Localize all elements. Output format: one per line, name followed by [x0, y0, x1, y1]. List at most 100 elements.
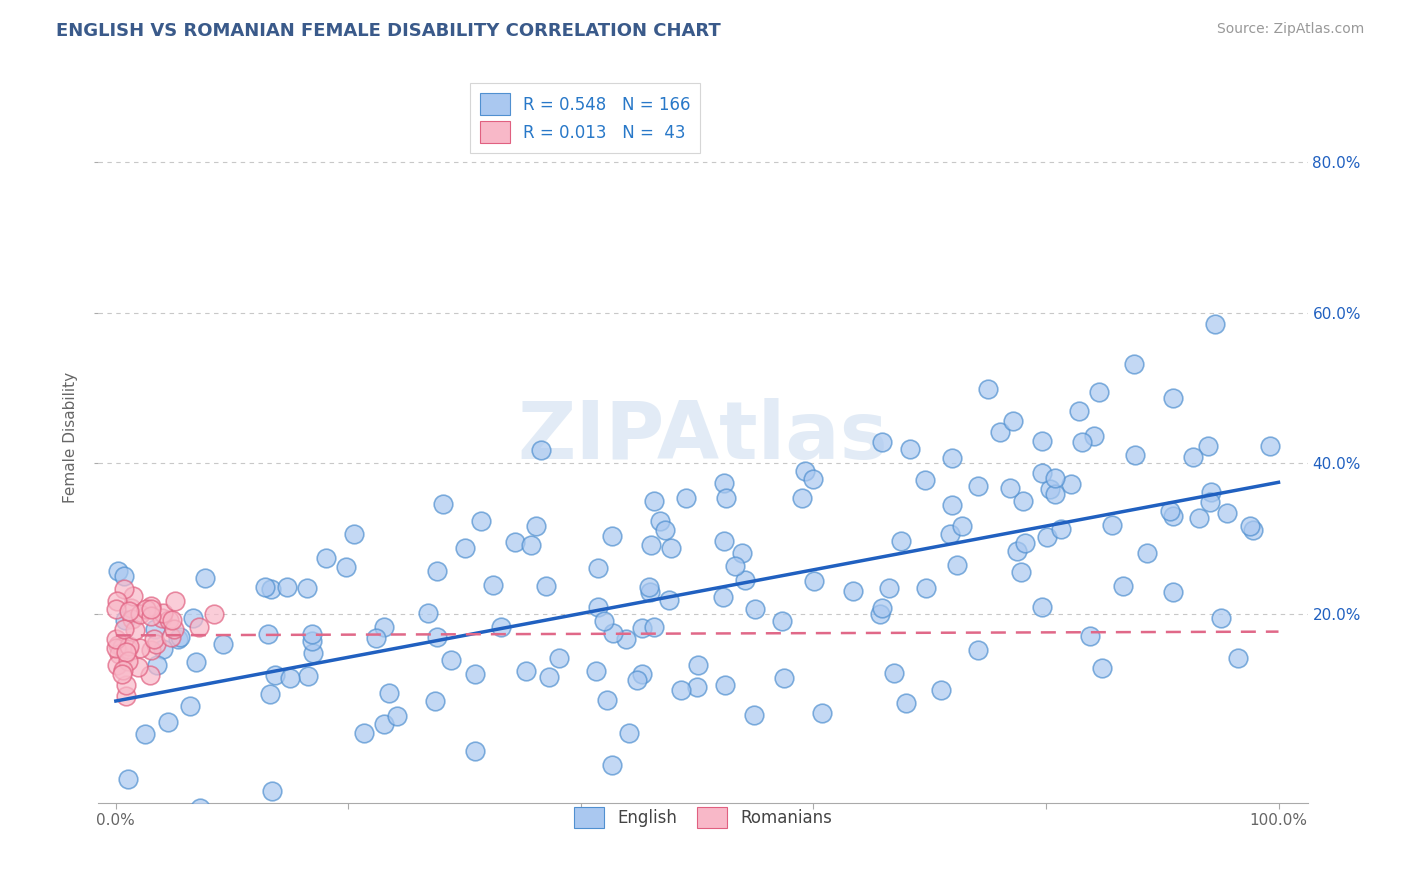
- Point: [536, 579, 558, 593]
- Text: Source: ZipAtlas.com: Source: ZipAtlas.com: [1216, 22, 1364, 37]
- Point: [619, 726, 641, 740]
- Point: [302, 646, 325, 660]
- Point: [1204, 317, 1226, 331]
- Point: [301, 627, 323, 641]
- Point: [181, 611, 204, 625]
- Point: [416, 607, 439, 621]
- Point: [659, 541, 682, 555]
- Point: [121, 612, 143, 626]
- Point: [524, 519, 547, 533]
- Point: [842, 584, 865, 599]
- Point: [742, 708, 765, 723]
- Point: [515, 665, 537, 679]
- Point: [1199, 485, 1222, 500]
- Point: [631, 666, 654, 681]
- Point: [139, 599, 162, 613]
- Point: [118, 639, 141, 653]
- Point: [139, 642, 162, 657]
- Point: [423, 694, 446, 708]
- Point: [262, 783, 284, 797]
- Point: [117, 654, 139, 668]
- Point: [366, 631, 388, 645]
- Point: [898, 442, 921, 457]
- Point: [143, 622, 166, 636]
- Point: [482, 578, 505, 592]
- Point: [253, 580, 276, 594]
- Point: [373, 717, 395, 731]
- Point: [1043, 487, 1066, 501]
- Point: [127, 660, 149, 674]
- Point: [120, 600, 142, 615]
- Point: [547, 650, 569, 665]
- Point: [1241, 523, 1264, 537]
- Point: [966, 479, 988, 493]
- Point: [640, 539, 662, 553]
- Point: [276, 580, 298, 594]
- Point: [1187, 511, 1209, 525]
- Point: [596, 693, 619, 707]
- Point: [152, 607, 174, 621]
- Point: [713, 534, 735, 549]
- Point: [426, 630, 449, 644]
- Point: [179, 698, 201, 713]
- Point: [432, 497, 454, 511]
- Point: [135, 601, 157, 615]
- Point: [297, 581, 319, 595]
- Point: [1112, 579, 1135, 593]
- Point: [929, 682, 952, 697]
- Point: [157, 613, 180, 627]
- Point: [118, 604, 141, 618]
- Point: [654, 523, 676, 537]
- Point: [638, 580, 661, 594]
- Point: [941, 498, 963, 512]
- Point: [301, 633, 323, 648]
- Point: [1258, 439, 1281, 453]
- Point: [454, 541, 477, 555]
- Point: [111, 640, 134, 654]
- Point: [212, 637, 235, 651]
- Point: [1209, 611, 1232, 625]
- Point: [1198, 494, 1220, 508]
- Point: [169, 630, 191, 644]
- Point: [373, 619, 395, 633]
- Point: [1161, 391, 1184, 405]
- Point: [1059, 477, 1081, 491]
- Point: [150, 611, 173, 625]
- Point: [1101, 518, 1123, 533]
- Point: [105, 602, 128, 616]
- Y-axis label: Female Disability: Female Disability: [63, 371, 79, 503]
- Point: [1031, 434, 1053, 449]
- Point: [648, 514, 671, 528]
- Point: [105, 632, 128, 646]
- Point: [988, 425, 1011, 439]
- Point: [160, 613, 183, 627]
- Point: [586, 600, 609, 615]
- Point: [714, 491, 737, 506]
- Point: [643, 493, 665, 508]
- Point: [1078, 629, 1101, 643]
- Point: [156, 714, 179, 729]
- Point: [1043, 471, 1066, 485]
- Point: [187, 620, 209, 634]
- Point: [675, 491, 697, 506]
- Point: [1070, 435, 1092, 450]
- Point: [713, 476, 735, 491]
- Point: [145, 637, 167, 651]
- Point: [1091, 661, 1114, 675]
- Point: [1136, 546, 1159, 560]
- Point: [915, 582, 938, 596]
- Point: [939, 527, 962, 541]
- Point: [593, 614, 616, 628]
- Point: [626, 673, 648, 687]
- Point: [111, 667, 134, 681]
- Point: [638, 585, 661, 599]
- Point: [877, 582, 900, 596]
- Point: [105, 593, 128, 607]
- Point: [105, 641, 128, 656]
- Point: [731, 546, 754, 560]
- Point: [744, 602, 766, 616]
- Point: [117, 642, 139, 657]
- Point: [260, 582, 283, 596]
- Point: [941, 450, 963, 465]
- Point: [166, 632, 188, 646]
